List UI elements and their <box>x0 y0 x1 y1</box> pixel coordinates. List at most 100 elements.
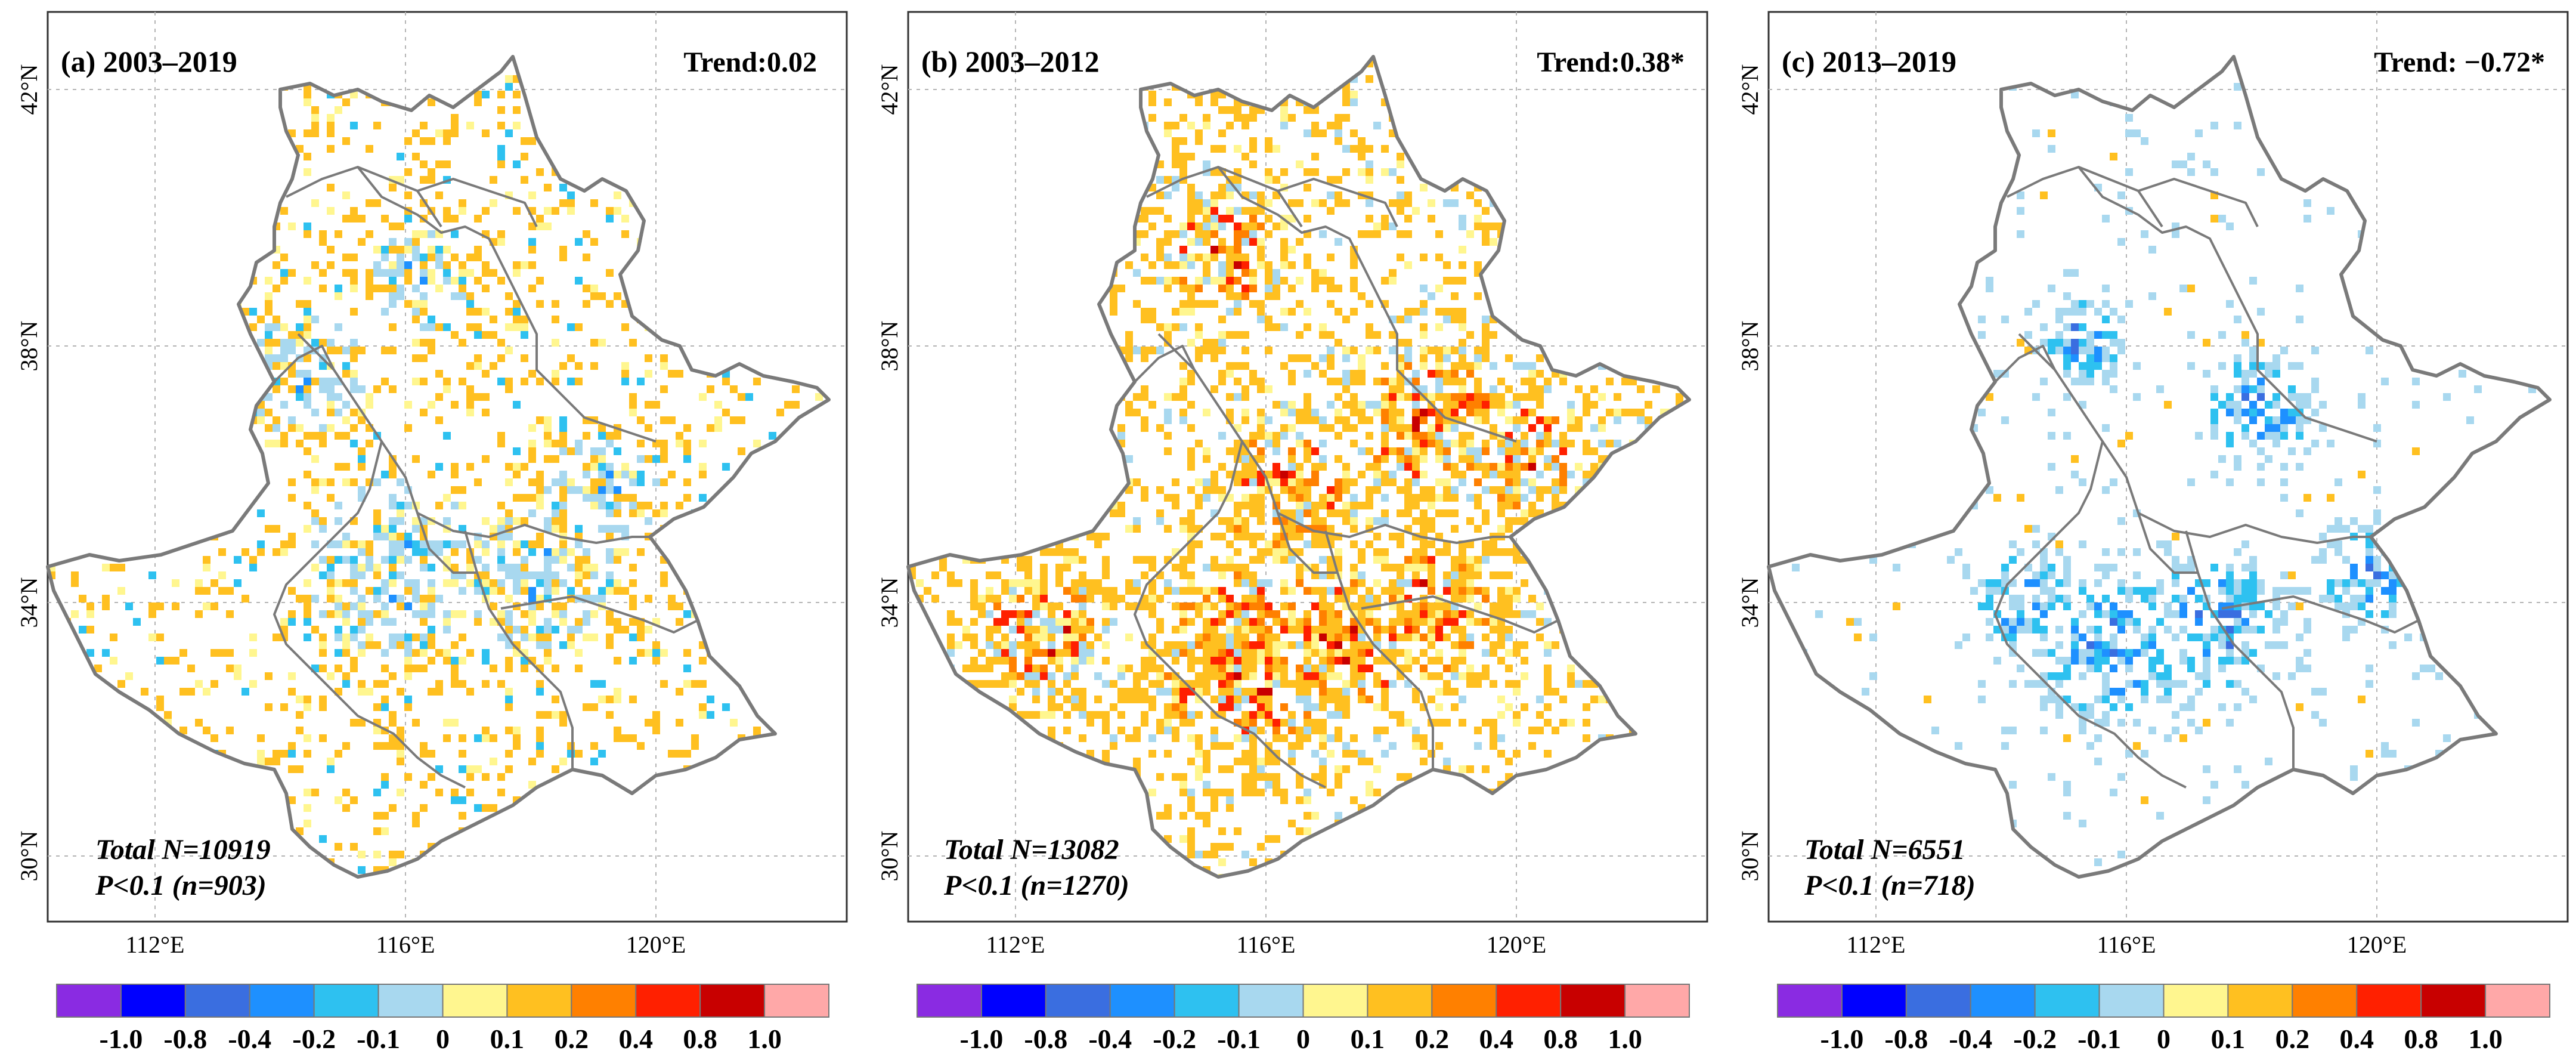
colorbar-swatch <box>249 984 315 1018</box>
colorbar-tick-label: 0 <box>2157 1024 2171 1054</box>
colorbar-tick-label: -0.8 <box>163 1024 207 1054</box>
lat-tick: 38°N <box>876 321 903 372</box>
lat-ticks: 42°N 38°N 34°N 30°N <box>876 64 903 882</box>
lon-tick: 112°E <box>126 931 185 958</box>
lat-tick: 42°N <box>16 64 42 115</box>
colorbar-swatch <box>1841 984 1907 1018</box>
trend-label: Trend:0.02 <box>683 47 817 78</box>
lat-tick: 34°N <box>16 577 42 628</box>
colorbar-swatch <box>2034 984 2100 1018</box>
colorbar-tick-label: -1.0 <box>1820 1024 1864 1054</box>
colorbar-tick-label: 0.8 <box>683 1024 717 1054</box>
colorbar-tick-label: 0.2 <box>2275 1024 2310 1054</box>
lat-tick: 34°N <box>1736 577 1763 628</box>
colorbar-swatch <box>2098 984 2165 1018</box>
trend-label: Trend:0.38* <box>1537 47 1685 78</box>
panel-b: (b) 2003–2012 Trend:0.38* Total N=13082 … <box>876 11 1708 1054</box>
lat-tick: 38°N <box>16 321 42 372</box>
colorbar-swatch <box>1174 984 1240 1018</box>
colorbar-swatch <box>2163 984 2229 1018</box>
colorbar-tick-label: -0.2 <box>292 1024 336 1054</box>
lon-tick: 112°E <box>986 931 1045 958</box>
colorbar-tick-label: 0.4 <box>1479 1024 1514 1054</box>
colorbar-tick-label: -0.8 <box>1884 1024 1928 1054</box>
lon-tick: 116°E <box>1237 931 1296 958</box>
colorbar-swatch <box>2420 984 2487 1018</box>
panel-c: (c) 2013–2019 Trend: −0.72* Total N=6551… <box>1736 11 2569 1054</box>
colorbar-tick-label: -0.1 <box>1217 1024 1261 1054</box>
colorbar-swatch <box>2227 984 2293 1018</box>
colorbar-swatch <box>1109 984 1175 1018</box>
lon-tick: 116°E <box>376 931 435 958</box>
colorbar-swatch <box>764 984 830 1018</box>
colorbar-swatch <box>980 984 1046 1018</box>
colorbar-swatch <box>1905 984 1971 1018</box>
colorbar-tick-label: 0.4 <box>619 1024 654 1054</box>
lon-ticks: 112°E 116°E 120°E <box>126 931 686 958</box>
colorbar-tick-label: 0.2 <box>1415 1024 1450 1054</box>
colorbar-swatch <box>2292 984 2358 1018</box>
colorbar-tick-label: 1.0 <box>2468 1024 2503 1054</box>
colorbar-swatch <box>1970 984 2036 1018</box>
panel-frame <box>907 11 1708 923</box>
colorbar-tick-label: 0.1 <box>2211 1024 2246 1054</box>
colorbar-tick-label: -1.0 <box>960 1024 1004 1054</box>
colorbar-swatch <box>184 984 250 1018</box>
colorbar-swatch <box>699 984 766 1018</box>
total-count: Total N=10919 <box>95 834 271 866</box>
lon-tick: 120°E <box>1487 931 1546 958</box>
colorbar-swatch <box>1367 984 1433 1018</box>
colorbar-tick-label: 0.2 <box>555 1024 589 1054</box>
panel-label: (c) 2013–2019 <box>1782 45 1956 78</box>
colorbar-swatch <box>1496 984 1562 1018</box>
total-count: Total N=13082 <box>944 834 1119 866</box>
colorbar-tick-label: -0.1 <box>357 1024 400 1054</box>
colorbar-swatch <box>917 984 982 1018</box>
colorbar: -1.0 -0.8 -0.4 -0.2 -0.1 0 0.1 0.2 0.4 0.8 1.0 <box>1777 984 2551 1054</box>
colorbar-swatch <box>2356 984 2422 1018</box>
lat-tick: 30°N <box>876 831 903 882</box>
panel-label: (b) 2003–2012 <box>921 45 1100 78</box>
significance-count: P<0.1 (n=1270) <box>943 870 1129 901</box>
colorbar-tick-label: -0.4 <box>228 1024 271 1054</box>
colorbar-tick-label: -0.1 <box>2077 1024 2121 1054</box>
colorbar-tick-label: -0.4 <box>1088 1024 1132 1054</box>
lon-tick: 120°E <box>626 931 686 958</box>
lon-tick: 112°E <box>1847 931 1906 958</box>
colorbar-swatch <box>506 984 572 1018</box>
lat-tick: 30°N <box>16 831 42 882</box>
lon-ticks: 112°E 116°E 120°E <box>1847 931 2407 958</box>
colorbar-tick-label: 0.1 <box>490 1024 525 1054</box>
panel-label: (a) 2003–2019 <box>61 45 237 78</box>
colorbar-tick-label: 0.4 <box>2340 1024 2374 1054</box>
lat-tick: 42°N <box>876 64 903 115</box>
colorbar-swatch <box>2485 984 2551 1018</box>
significance-count: P<0.1 (n=718) <box>1804 870 1976 901</box>
significance-count: P<0.1 (n=903) <box>95 870 267 901</box>
gridlines <box>908 12 1707 922</box>
colorbar-swatch <box>571 984 637 1018</box>
lon-tick: 116°E <box>2097 931 2156 958</box>
lat-ticks: 42°N 38°N 34°N 30°N <box>1736 64 1763 882</box>
colorbar-tick-label: 0 <box>436 1024 450 1054</box>
colorbar-tick-label: 0.1 <box>1351 1024 1385 1054</box>
colorbar-swatch <box>377 984 444 1018</box>
gridlines <box>48 12 847 922</box>
lon-tick: 120°E <box>2347 931 2407 958</box>
colorbar-tick-label: 0.8 <box>1543 1024 1578 1054</box>
lat-tick: 30°N <box>1736 831 1763 882</box>
colorbar-tick-label: -0.2 <box>1153 1024 1196 1054</box>
colorbar-swatch <box>1624 984 1690 1018</box>
colorbar-tick-label: -0.8 <box>1024 1024 1067 1054</box>
lon-ticks: 112°E 116°E 120°E <box>986 931 1547 958</box>
colorbar-tick-label: 0 <box>1296 1024 1310 1054</box>
colorbar-tick-label: 1.0 <box>1608 1024 1642 1054</box>
colorbar-swatch <box>313 984 379 1018</box>
colorbar-swatch <box>1777 984 1843 1018</box>
colorbar-swatch <box>1045 984 1111 1018</box>
trend-label: Trend: −0.72* <box>2374 47 2545 78</box>
colorbar: -1.0 -0.8 -0.4 -0.2 -0.1 0 0.1 0.2 0.4 0.8 1.0 <box>56 984 830 1054</box>
colorbar-swatch <box>56 984 122 1018</box>
colorbar-swatch <box>442 984 508 1018</box>
colorbar-tick-label: -0.4 <box>1949 1024 1992 1054</box>
